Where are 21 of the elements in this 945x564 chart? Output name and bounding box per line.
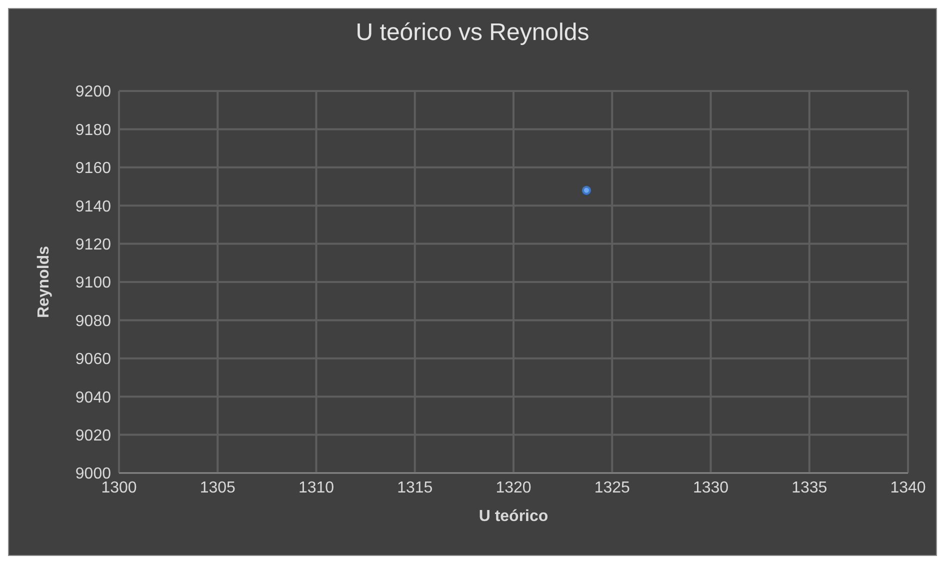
y-tick-label: 9140 xyxy=(75,198,112,216)
y-tick-label: 9040 xyxy=(75,389,112,406)
x-tick-label: 1310 xyxy=(298,479,334,496)
x-tick-label: 1325 xyxy=(594,479,630,496)
y-tick-label: 9100 xyxy=(75,274,112,292)
x-tick-label: 1335 xyxy=(792,479,828,496)
x-tick-label: 1305 xyxy=(200,479,236,496)
y-tick-label: 9080 xyxy=(75,312,112,330)
x-axis-title: U teórico xyxy=(478,508,548,525)
x-tick-label: 1330 xyxy=(692,479,729,496)
y-tick-label: 9180 xyxy=(75,122,112,139)
y-tick-label: 9060 xyxy=(75,351,112,368)
y-tick-label: 9020 xyxy=(75,427,112,444)
y-axis-title: Reynolds xyxy=(36,246,53,318)
y-tick-label: 9160 xyxy=(75,160,112,178)
chart-title: U teórico vs Reynolds xyxy=(354,19,590,47)
x-tick-label: 1315 xyxy=(397,479,433,496)
y-tick-label: 9200 xyxy=(75,84,112,101)
y-tick-label: 9120 xyxy=(75,236,112,254)
x-tick-label: 1340 xyxy=(890,479,926,496)
x-tick-label: 1320 xyxy=(496,479,532,496)
